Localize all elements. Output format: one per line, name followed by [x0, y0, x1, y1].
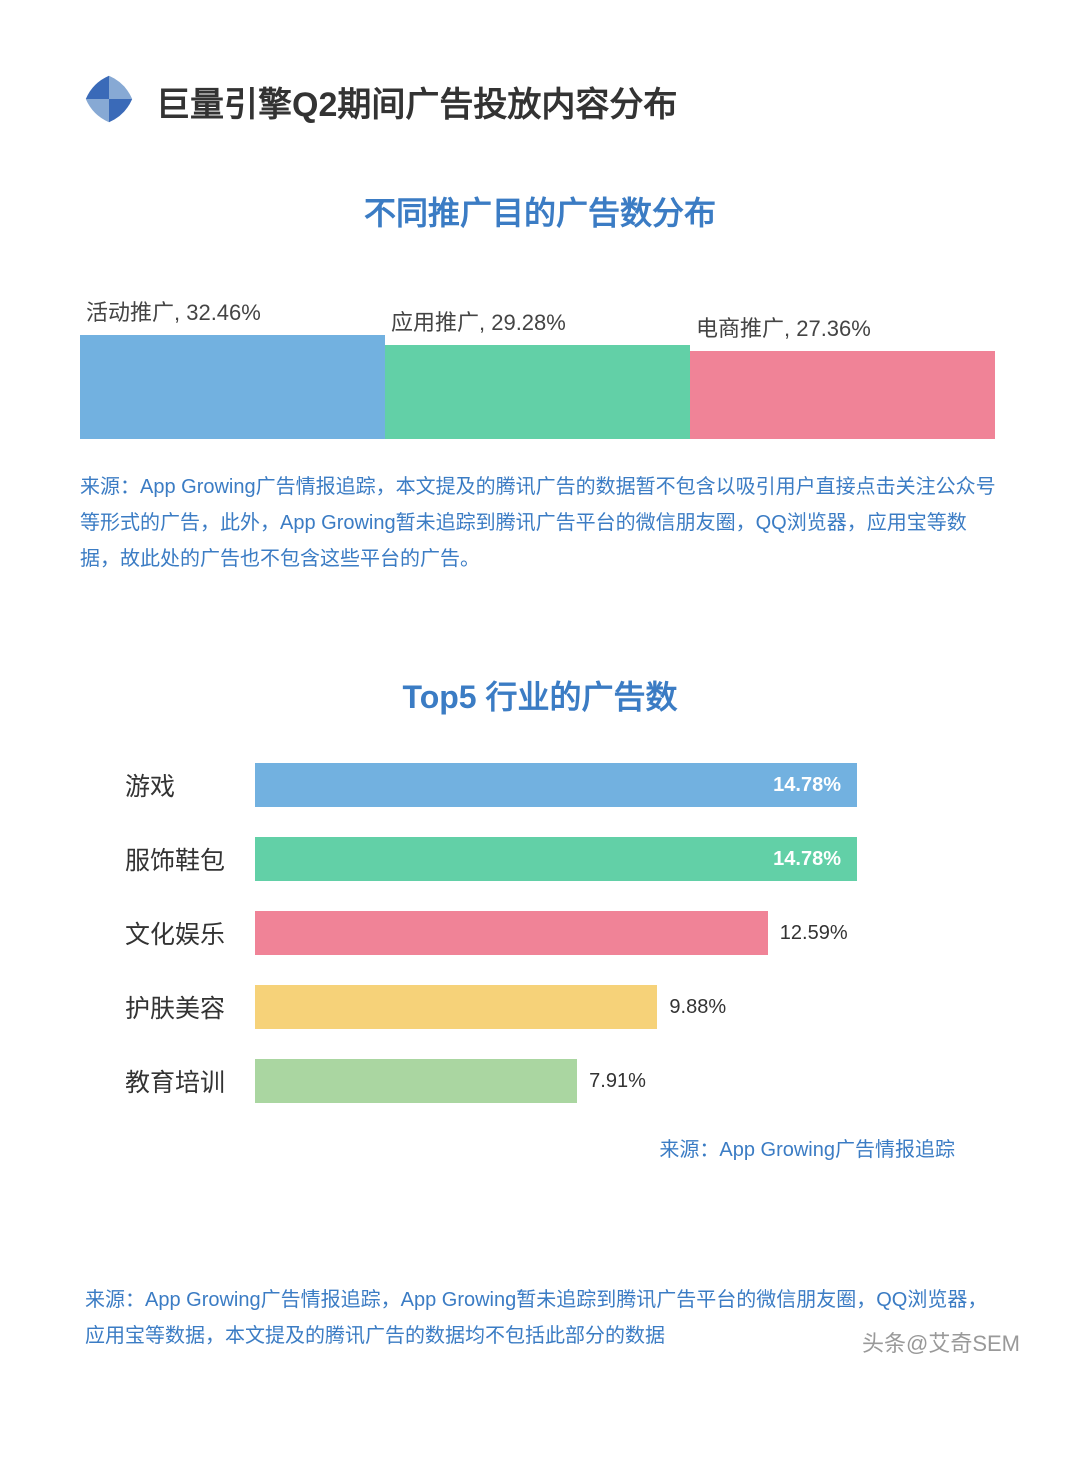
chart1-bar-label: 电商推广, 27.36% [696, 311, 871, 343]
chart1-bar [80, 335, 385, 439]
source-note-1: 来源：App Growing广告情报追踪，本文提及的腾讯广告的数据暂不包含以吸引… [80, 469, 1000, 577]
chart2-bar [255, 1059, 577, 1103]
chart1-promotion-purpose: 活动推广, 32.46% 应用推广, 29.28% 电商推广, 27.36% [80, 279, 1000, 439]
chart2-category-label: 游戏 [125, 767, 255, 803]
chart2-bar: 14.78% [255, 837, 857, 881]
chart2-track: 14.78% [255, 837, 955, 881]
page-header: 巨量引擎Q2期间广告投放内容分布 [80, 70, 1000, 133]
chart2-category-label: 教育培训 [125, 1063, 255, 1099]
chart2-row: 文化娱乐 12.59% [125, 911, 955, 955]
chart2-row: 护肤美容 9.88% [125, 985, 955, 1029]
watermark: 头条@艾奇SEM [862, 1326, 1020, 1358]
chart1-bar [690, 351, 995, 439]
chart2-row: 教育培训 7.91% [125, 1059, 955, 1103]
pinwheel-icon [80, 70, 138, 133]
chart2-category-label: 服饰鞋包 [125, 841, 255, 877]
chart2-track: 12.59% [255, 911, 955, 955]
chart2-track: 9.88% [255, 985, 955, 1029]
chart2-title: Top5 行业的广告数 [80, 672, 1000, 718]
chart1-title: 不同推广目的广告数分布 [80, 188, 1000, 234]
chart2-bar: 14.78% [255, 763, 857, 807]
chart2-value-label: 12.59% [768, 911, 848, 955]
chart2-track: 14.78% [255, 763, 955, 807]
chart2-row: 游戏14.78% [125, 763, 955, 807]
source-note-2-short: 来源：App Growing广告情报追踪 [80, 1133, 1000, 1162]
chart2-category-label: 文化娱乐 [125, 915, 255, 951]
chart1-bar-label: 应用推广, 29.28% [391, 305, 566, 337]
chart2-category-label: 护肤美容 [125, 989, 255, 1025]
chart2-row: 服饰鞋包14.78% [125, 837, 955, 881]
chart2-bar [255, 911, 768, 955]
chart2-bar [255, 985, 657, 1029]
chart2-value-label: 9.88% [657, 985, 726, 1029]
chart2-value-label: 7.91% [577, 1059, 646, 1103]
chart2-top5-industries: 游戏14.78%服饰鞋包14.78%文化娱乐12.59%护肤美容9.88%教育培… [80, 763, 1000, 1103]
chart1-bar-label: 活动推广, 32.46% [86, 295, 261, 327]
chart2-track: 7.91% [255, 1059, 955, 1103]
page-title: 巨量引擎Q2期间广告投放内容分布 [156, 77, 677, 126]
chart1-bar [385, 345, 690, 439]
